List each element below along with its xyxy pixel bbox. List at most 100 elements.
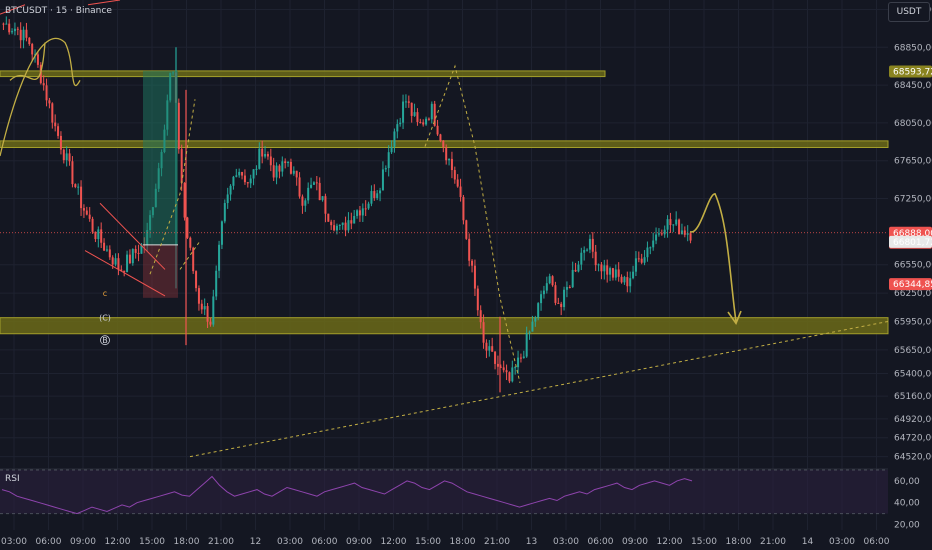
price-axis[interactable]: 69250,0068850,0068450,0068050,0067650,00…	[894, 5, 932, 530]
candle-body	[427, 118, 430, 120]
candle-body	[281, 161, 284, 172]
trader-drawings: c (C) B	[0, 0, 889, 458]
candle-body	[200, 303, 203, 310]
candle-body	[333, 225, 336, 231]
candle-body	[640, 258, 643, 263]
candle-body	[39, 64, 42, 84]
candle-body	[19, 29, 22, 41]
candle-body	[620, 276, 623, 283]
candle-body	[249, 178, 252, 184]
candle-body	[471, 260, 474, 266]
candle-body	[22, 29, 25, 41]
candle-body	[120, 269, 123, 271]
time-tick-label: 12:00	[657, 537, 683, 547]
grid	[0, 0, 888, 530]
candle-body	[82, 208, 85, 211]
candle-body	[189, 237, 192, 248]
candle-body	[25, 29, 28, 38]
candle-body	[563, 289, 566, 308]
candle-body	[356, 210, 359, 216]
candle-body	[689, 233, 692, 241]
candle-body	[479, 310, 482, 323]
candle-body	[48, 100, 51, 104]
candle-body	[134, 249, 137, 253]
candle-body	[491, 346, 494, 352]
candle-body	[71, 161, 74, 185]
rsi-band	[0, 470, 888, 514]
candle-body	[419, 122, 422, 124]
time-tick-label: 14	[802, 537, 814, 547]
time-tick-label: 09:00	[70, 537, 96, 547]
candle-body	[410, 102, 413, 116]
candle-body	[433, 103, 436, 126]
candle-body	[617, 269, 620, 277]
candle-body	[643, 257, 646, 263]
candle-body	[94, 231, 97, 240]
candle-body	[557, 302, 560, 304]
time-axis[interactable]: 03:00 06:00 09:00 12:00 15:00 18:00 21:00 12 03:…	[1, 537, 890, 547]
candle-body	[241, 171, 244, 176]
time-tick-label: 09:00	[622, 537, 648, 547]
price-tick-label: 67650,00	[894, 157, 932, 167]
candle-body	[258, 148, 261, 169]
projected-path-arrowhead	[727, 310, 742, 326]
candle-body	[364, 208, 367, 210]
candle-body	[235, 175, 238, 177]
candle-body	[425, 118, 428, 125]
candle-body	[565, 287, 568, 290]
time-tick-label: 12:00	[381, 537, 407, 547]
rsi-title: RSI	[5, 474, 20, 484]
candle-body	[180, 149, 183, 183]
time-tick-label: 09:00	[346, 537, 372, 547]
candle-body	[646, 247, 649, 258]
time-tick-label: 15:00	[139, 537, 165, 547]
candle-body	[468, 238, 471, 261]
price-zone	[0, 317, 889, 335]
candle-body	[442, 140, 445, 148]
candle-body	[350, 220, 353, 224]
candle-body	[666, 219, 669, 230]
candle-body	[361, 208, 364, 216]
candle-body	[218, 244, 221, 271]
price-tag-label: 66344,85	[893, 280, 932, 290]
candle-body	[284, 161, 287, 164]
candle-body	[347, 220, 350, 231]
candle-body	[568, 287, 571, 289]
candle-body	[448, 158, 451, 161]
price-tag-label: 68593,72	[893, 68, 932, 78]
candle-body	[655, 234, 658, 241]
candle-body	[261, 148, 264, 157]
candle-body	[384, 168, 387, 170]
candle-body	[215, 270, 218, 297]
candle-body	[632, 271, 635, 279]
candle-body	[376, 193, 379, 198]
candle-body	[675, 219, 678, 225]
time-tick-label: 13	[526, 537, 537, 547]
candle-body	[583, 250, 586, 253]
currency-button[interactable]: USDT	[888, 2, 930, 22]
candle-body	[318, 182, 321, 201]
time-tick-label: 21:00	[760, 537, 786, 547]
candle-body	[606, 265, 609, 275]
rsi-tick-label: 40,00	[894, 499, 920, 509]
candle-body	[396, 124, 399, 132]
symbol-title: BTCUSDT · 15 · Binance	[5, 6, 112, 16]
candle-body	[379, 190, 382, 194]
candle-body	[192, 247, 195, 272]
price-tick-label: 66550,00	[894, 261, 932, 271]
candle-body	[637, 258, 640, 260]
candle-body	[31, 44, 34, 55]
candle-body	[137, 252, 140, 254]
rsi-line	[1, 475, 693, 515]
candle-body	[574, 269, 577, 272]
candle-body	[80, 186, 83, 209]
candle-body	[502, 367, 505, 371]
time-tick-label: 03:00	[829, 537, 855, 547]
candle-body	[657, 233, 660, 235]
candle-body	[422, 122, 425, 125]
candle-body	[387, 152, 390, 169]
candle-body	[338, 224, 341, 226]
candle-body	[255, 168, 258, 170]
freehand-curve	[0, 37, 81, 157]
